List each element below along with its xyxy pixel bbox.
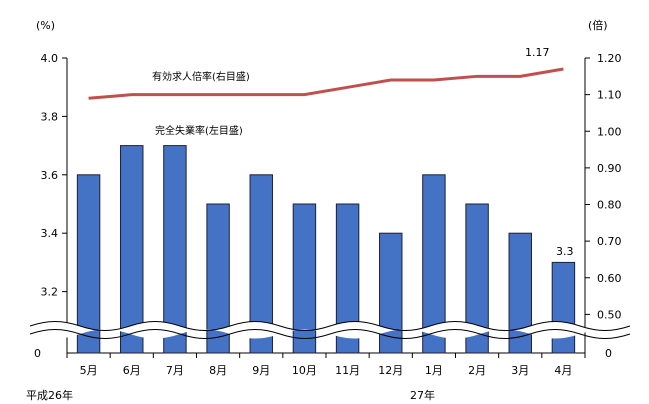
x-tick-label: 9月 [252, 364, 270, 377]
y-right-tick-label: 0.70 [597, 235, 622, 248]
bar [76, 174, 101, 354]
axis-break-band [30, 321, 630, 339]
x-tick-label: 7月 [166, 364, 184, 377]
y-left-tick-label: 3.8 [41, 110, 59, 123]
bar [249, 174, 273, 354]
axis-break-line-top [29, 321, 631, 331]
x-tick-label: 8月 [209, 364, 227, 377]
x-tick-label: 10月 [292, 364, 317, 377]
bar [163, 145, 187, 354]
year-label-h26: 平成26年 [26, 388, 73, 402]
y-left-tick-label: 3.4 [41, 227, 59, 240]
y-right-tick-label: 0.60 [597, 272, 622, 285]
x-tick-label: 6月 [123, 364, 141, 377]
x-tick-labels: 5月 6月 7月 8月 9月 10月 11月 12月 1月 2月 3月 4月 [66, 353, 586, 377]
y-left-ticks: 4.0 3.8 3.6 3.4 3.2 0 [34, 52, 67, 360]
y-right-tick-label: 1.10 [597, 89, 622, 102]
bar [422, 174, 446, 354]
x-tick-label: 12月 [378, 364, 403, 377]
year-label-27: 27年 [410, 388, 435, 402]
bar [379, 232, 403, 354]
axis-break-line-bottom [29, 329, 631, 339]
x-tick-label: 2月 [468, 364, 486, 377]
bar [120, 145, 144, 354]
bar [335, 203, 360, 354]
bar-series-label: 完全失業率(左目盛) [155, 124, 243, 137]
x-tick-label: 4月 [554, 364, 572, 377]
bar [551, 261, 576, 354]
y-right-tick-label: 1.00 [597, 125, 622, 138]
y-right-tick-label: 0.50 [597, 308, 622, 321]
x-tick-label: 3月 [511, 364, 529, 377]
line-end-label: 1.17 [525, 46, 550, 59]
y-left-tick-label: 3.6 [41, 169, 59, 182]
y-left-unit: (%) [36, 19, 55, 32]
bar [465, 203, 489, 354]
bar-end-label: 3.3 [556, 245, 574, 258]
y-right-unit: (倍) [588, 18, 608, 32]
x-tick-label: 1月 [425, 364, 443, 377]
y-left-tick-label: 4.0 [41, 52, 59, 65]
y-right-ticks: 1.20 1.10 1.00 0.90 0.80 0.70 0.60 0.50 0 [585, 52, 622, 360]
bar [508, 232, 532, 354]
x-tick-label: 5月 [80, 364, 98, 377]
y-right-tick-label: 0.90 [597, 162, 622, 175]
x-tick-label: 11月 [335, 364, 360, 377]
job-ratio-line [88, 67, 564, 100]
y-left-tick-label: 3.2 [41, 286, 59, 299]
y-right-tick-label: 1.20 [597, 52, 622, 65]
y-right-tick-label: 0.80 [597, 199, 622, 212]
y-right-zero-label: 0 [605, 347, 612, 360]
bar [292, 203, 317, 354]
bar [206, 203, 230, 354]
line-series-label: 有効求人倍率(右目盛) [152, 70, 250, 83]
y-left-zero-label: 0 [34, 347, 41, 360]
